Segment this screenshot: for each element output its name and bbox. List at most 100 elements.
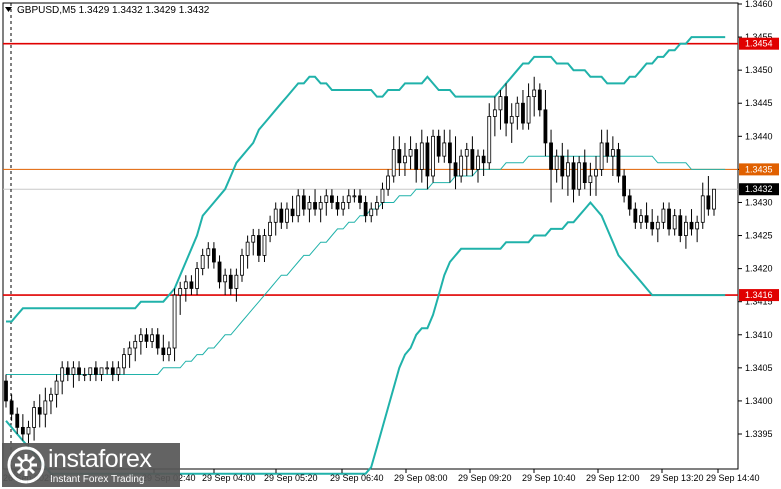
candle[interactable]	[588, 162, 593, 196]
candle[interactable]	[26, 420, 31, 448]
candle[interactable]	[498, 90, 503, 130]
candle[interactable]	[459, 149, 464, 183]
candle[interactable]	[206, 242, 211, 269]
candle[interactable]	[492, 96, 497, 137]
candle[interactable]	[566, 149, 570, 196]
candle[interactable]	[262, 228, 267, 262]
candle[interactable]	[313, 189, 317, 216]
candle[interactable]	[133, 334, 138, 362]
candle[interactable]	[695, 215, 700, 243]
candle[interactable]	[37, 394, 42, 428]
candle[interactable]	[627, 189, 632, 216]
candle[interactable]	[436, 129, 441, 163]
candle[interactable]	[700, 182, 705, 229]
candle[interactable]	[183, 275, 188, 302]
candle[interactable]	[212, 242, 216, 269]
candle[interactable]	[554, 149, 559, 183]
candle[interactable]	[464, 142, 469, 176]
candle[interactable]	[689, 209, 694, 236]
candle[interactable]	[217, 255, 222, 289]
candle[interactable]	[532, 76, 537, 117]
candle[interactable]	[543, 90, 548, 157]
candle[interactable]	[4, 374, 8, 408]
candle[interactable]	[268, 215, 272, 243]
candle[interactable]	[273, 202, 278, 236]
candle[interactable]	[99, 367, 104, 382]
candle[interactable]	[60, 361, 65, 395]
candle[interactable]	[425, 136, 430, 190]
candle[interactable]	[228, 268, 233, 296]
candle[interactable]	[167, 341, 171, 362]
candle[interactable]	[150, 328, 154, 348]
candle[interactable]	[622, 169, 626, 203]
candle[interactable]	[71, 361, 76, 388]
candle[interactable]	[307, 195, 312, 223]
candle[interactable]	[352, 189, 357, 203]
candle[interactable]	[346, 189, 351, 210]
candle[interactable]	[318, 195, 323, 223]
candle[interactable]	[9, 394, 14, 421]
candle[interactable]	[391, 136, 396, 183]
candle[interactable]	[330, 189, 334, 210]
candle[interactable]	[251, 228, 256, 256]
candle[interactable]	[122, 348, 126, 375]
candle[interactable]	[655, 215, 660, 243]
candle[interactable]	[43, 387, 48, 428]
candle[interactable]	[594, 156, 598, 196]
candle[interactable]	[408, 136, 413, 170]
candle[interactable]	[380, 182, 385, 210]
candle[interactable]	[172, 288, 177, 362]
candle[interactable]	[431, 129, 435, 183]
candle[interactable]	[577, 156, 582, 196]
candle[interactable]	[200, 248, 205, 276]
candle[interactable]	[49, 387, 53, 415]
candle[interactable]	[105, 361, 110, 375]
candle[interactable]	[374, 195, 379, 216]
candle[interactable]	[245, 235, 250, 269]
candle[interactable]	[667, 202, 671, 236]
candle[interactable]	[639, 209, 643, 229]
candle[interactable]	[77, 361, 81, 382]
candle[interactable]	[195, 262, 199, 296]
candle[interactable]	[324, 189, 329, 216]
candle[interactable]	[537, 83, 542, 117]
candle[interactable]	[256, 228, 261, 262]
candle[interactable]	[234, 268, 239, 302]
candle[interactable]	[650, 209, 655, 236]
candle[interactable]	[15, 407, 20, 434]
candle[interactable]	[88, 367, 93, 382]
candle[interactable]	[155, 328, 160, 355]
candle[interactable]	[403, 142, 407, 176]
candle[interactable]	[582, 149, 587, 190]
candle[interactable]	[481, 149, 486, 176]
candle[interactable]	[189, 275, 194, 296]
candle[interactable]	[363, 195, 368, 223]
candle[interactable]	[54, 374, 59, 408]
candle[interactable]	[712, 188, 716, 216]
candle[interactable]	[279, 202, 284, 229]
candle[interactable]	[678, 209, 683, 243]
candle[interactable]	[526, 83, 531, 130]
candle[interactable]	[335, 195, 340, 216]
candle[interactable]	[94, 361, 98, 382]
candle[interactable]	[290, 195, 295, 223]
candle[interactable]	[672, 209, 677, 236]
candle[interactable]	[605, 129, 610, 163]
candle[interactable]	[419, 129, 424, 183]
candle[interactable]	[178, 281, 183, 315]
candle[interactable]	[448, 129, 452, 183]
candle[interactable]	[487, 103, 492, 170]
candle[interactable]	[144, 328, 149, 348]
candle[interactable]	[549, 129, 553, 203]
candle[interactable]	[110, 361, 115, 382]
candle[interactable]	[138, 328, 143, 355]
candle[interactable]	[358, 189, 362, 210]
candle[interactable]	[509, 103, 514, 143]
candle[interactable]	[116, 361, 121, 382]
candle[interactable]	[706, 176, 711, 216]
candle[interactable]	[397, 136, 402, 176]
candle[interactable]	[521, 90, 525, 130]
candle[interactable]	[633, 202, 638, 229]
candle[interactable]	[560, 142, 565, 190]
